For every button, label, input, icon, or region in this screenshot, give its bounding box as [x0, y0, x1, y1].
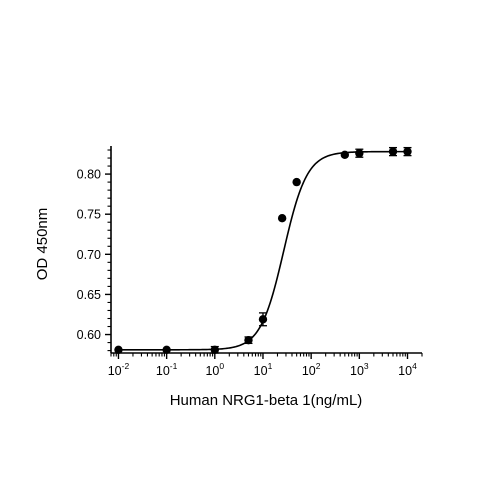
x-tick-exponent: 0 — [219, 361, 224, 371]
data-point — [388, 147, 398, 156]
data-point — [210, 345, 220, 354]
x-tick-label: 104 — [398, 361, 417, 378]
x-tick-base: 10 — [302, 364, 316, 378]
x-tick-label: 10-2 — [108, 361, 130, 378]
data-point — [277, 214, 287, 223]
y-tick-label: 0.65 — [77, 288, 101, 302]
x-tick-base: 10 — [156, 364, 170, 378]
data-points — [114, 146, 412, 354]
x-tick-exponent: -1 — [170, 361, 178, 371]
y-tick-label: 0.80 — [77, 168, 101, 182]
y-axis-title: OD 450nm — [34, 208, 51, 281]
y-tick-label: 0.75 — [77, 208, 101, 222]
data-point — [114, 345, 123, 354]
x-tick-exponent: -2 — [122, 361, 130, 371]
data-point — [340, 150, 350, 160]
y-tick-label: 0.70 — [77, 248, 101, 262]
data-point — [162, 345, 171, 354]
x-tick-base: 10 — [108, 364, 122, 378]
x-tick-exponent: 4 — [412, 361, 417, 371]
y-ticks: 0.60 0.65 0.70 0.75 0.80 — [77, 149, 111, 352]
data-point — [403, 147, 412, 156]
x-tick-label: 100 — [205, 361, 224, 378]
x-ticks: 10-2 10-1 100 101 102 103 104 — [108, 353, 423, 378]
data-point — [258, 315, 268, 324]
data-point — [355, 149, 364, 158]
x-tick-base: 10 — [398, 364, 412, 378]
data-point — [292, 177, 301, 187]
x-tick-label: 103 — [350, 361, 369, 378]
x-tick-exponent: 3 — [364, 361, 369, 371]
x-tick-label: 10-1 — [156, 361, 178, 378]
y-tick-label: 0.60 — [77, 328, 101, 342]
x-tick-exponent: 1 — [268, 361, 273, 371]
x-tick-label: 102 — [302, 361, 321, 378]
axes — [110, 146, 422, 354]
x-axis-title: Human NRG1-beta 1(ng/mL) — [170, 392, 363, 409]
data-point — [244, 335, 253, 345]
x-tick-exponent: 2 — [316, 361, 321, 371]
x-tick-label: 101 — [254, 361, 273, 378]
x-tick-base: 10 — [350, 364, 364, 378]
x-tick-base: 10 — [205, 364, 219, 378]
x-tick-base: 10 — [254, 364, 268, 378]
